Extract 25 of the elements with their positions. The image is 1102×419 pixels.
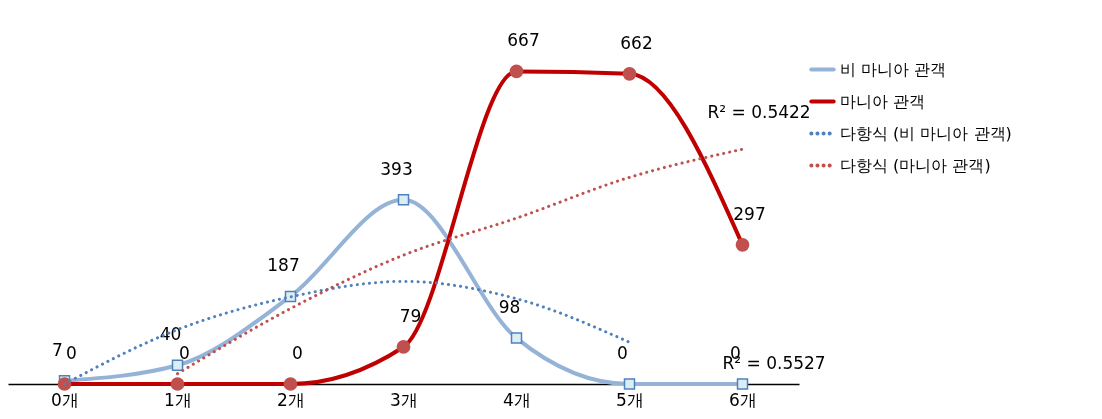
data-label: 393 — [380, 158, 413, 179]
data-label: 7 — [52, 339, 63, 360]
legend-label: 마니아 관객 — [840, 91, 926, 111]
x-tick-label: 3개 — [390, 389, 418, 410]
data-label: 667 — [507, 30, 540, 51]
x-tick-label: 2개 — [277, 389, 305, 410]
x-tick-label: 4개 — [503, 389, 531, 410]
data-label: 662 — [620, 32, 653, 53]
x-tick-label: 1개 — [164, 389, 192, 410]
data-label: 0 — [292, 343, 303, 363]
data-label: 0 — [66, 343, 77, 363]
data-label: 98 — [498, 297, 521, 318]
legend-label: 다항식 (마니아 관객) — [840, 155, 991, 175]
annotation: R² = 0.5422 — [707, 102, 811, 123]
x-tick-label: 6개 — [729, 389, 757, 410]
legend-label: 다항식 (비 마니아 관객) — [840, 123, 1012, 143]
legend-label: 비 마니아 관객 — [840, 59, 947, 79]
data-label: 0 — [617, 343, 628, 363]
data-label: 79 — [399, 305, 422, 326]
data-label: 187 — [267, 255, 300, 276]
x-tick-label: 5개 — [616, 389, 644, 410]
data-label: 0 — [179, 343, 190, 363]
x-tick-label: 0개 — [51, 389, 79, 410]
data-label: 40 — [159, 324, 182, 345]
data-label: 297 — [733, 203, 766, 224]
